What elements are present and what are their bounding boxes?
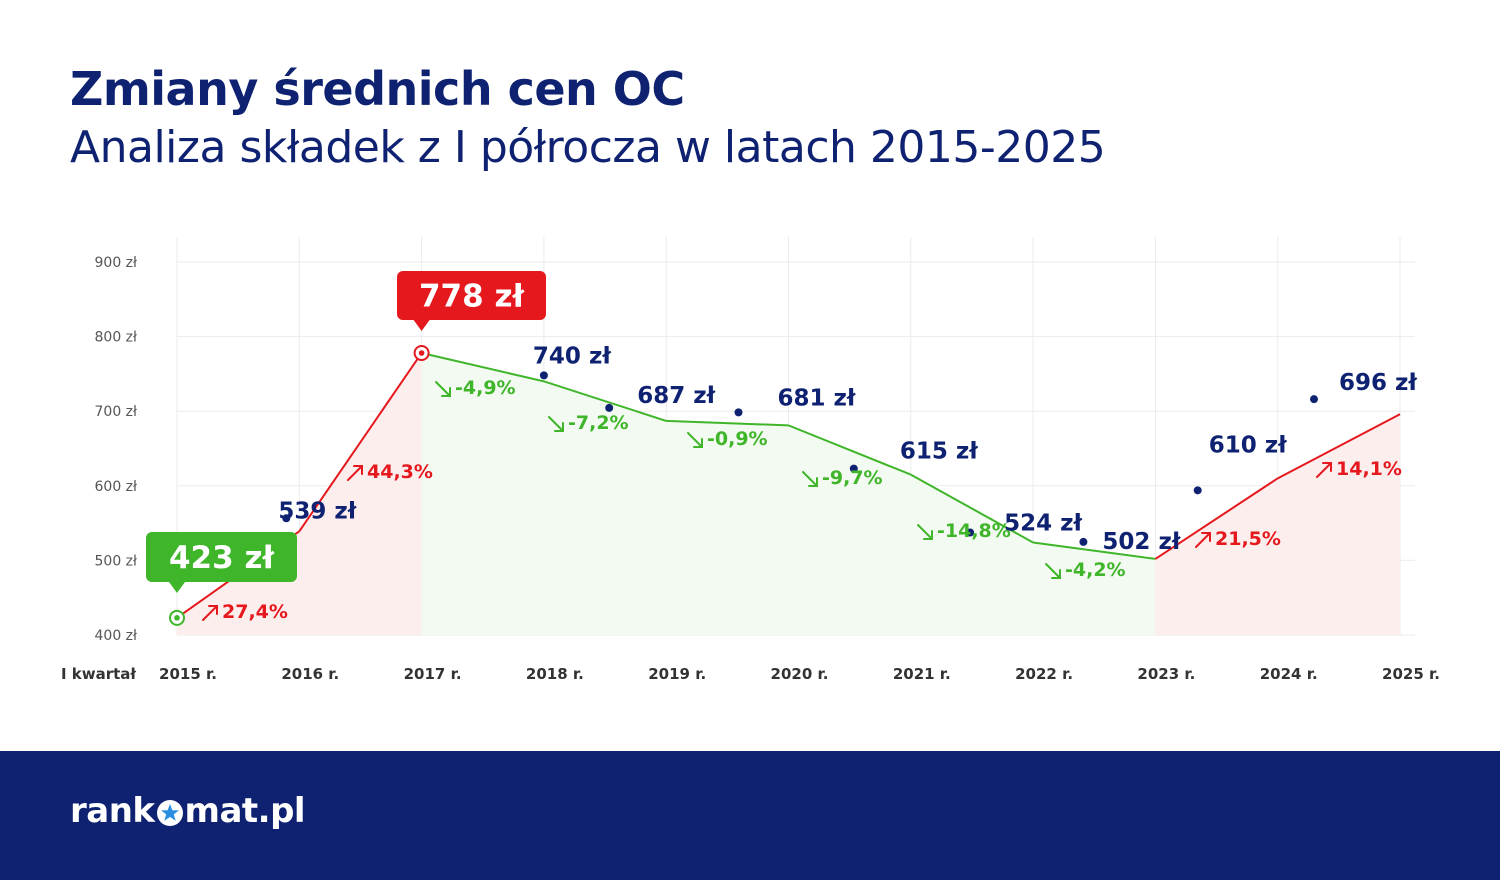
min-value-callout-label: 423 zł — [169, 540, 276, 576]
x-tick-label: 2015 r. — [159, 665, 217, 683]
max-value-callout-pointer — [413, 320, 430, 331]
data-point-dot — [282, 514, 291, 523]
y-tick-label: 400 zł — [95, 628, 138, 644]
series-line-segment — [1154, 477, 1279, 560]
arrow-down-right-icon — [802, 471, 818, 487]
data-point-dot — [966, 528, 975, 537]
segment-area-fill — [1277, 414, 1400, 635]
arrow-up-right-icon — [202, 605, 218, 621]
percent-change-label: -4,9% — [455, 377, 516, 399]
series-line-segment — [543, 380, 667, 422]
data-value-label: 524 zł — [1004, 510, 1082, 536]
rankomat-logo[interactable]: rank mat.pl — [70, 791, 306, 831]
x-tick-label: 2017 r. — [404, 665, 462, 683]
data-value-label: 610 zł — [1209, 432, 1287, 458]
segment-area-fill — [299, 353, 422, 635]
percent-change-label: 44,3% — [367, 461, 433, 483]
max-value-callout-label: 778 zł — [419, 279, 526, 315]
series-line-segment — [788, 424, 912, 476]
x-tick-label: 2023 r. — [1137, 665, 1195, 683]
segment-area-fill — [666, 420, 789, 635]
x-tick-label: 2020 r. — [771, 665, 829, 683]
data-value-label: 615 zł — [900, 439, 978, 465]
data-value-label: 502 zł — [1102, 529, 1180, 555]
y-tick-label: 600 zł — [95, 479, 138, 495]
arrow-up-right-icon — [347, 465, 363, 481]
percent-change-label: -9,7% — [822, 467, 883, 489]
percent-change-label: -0,9% — [707, 428, 768, 450]
arrow-down-right-icon — [548, 416, 564, 432]
max-value-callout-box — [397, 271, 546, 320]
data-value-label: 740 zł — [533, 343, 611, 369]
star-icon — [156, 800, 183, 826]
min-value-callout-box — [146, 532, 297, 582]
percent-change-label: 14,1% — [1336, 458, 1402, 480]
y-tick-label: 900 zł — [95, 255, 138, 271]
arrow-down-right-icon — [435, 381, 451, 397]
x-tick-label: 2022 r. — [1015, 665, 1073, 683]
segment-area-fill — [1155, 478, 1278, 635]
highlight-point-dot — [418, 350, 425, 356]
logo-text-left: rank — [70, 791, 155, 831]
series-line-segment — [910, 473, 1034, 544]
percent-change-label: 27,4% — [222, 601, 288, 623]
series-line-segment — [1277, 413, 1401, 480]
arrow-up-right-icon — [1316, 462, 1332, 478]
arrow-down-right-icon — [917, 524, 933, 540]
x-axis-label: I kwartał — [61, 665, 136, 683]
highlight-point-dot — [174, 615, 180, 621]
y-tick-label: 700 zł — [95, 404, 138, 420]
data-point-dot — [1079, 537, 1088, 546]
data-value-label: 539 zł — [278, 498, 356, 524]
segment-area-fill — [788, 425, 911, 635]
series-line-segment — [666, 419, 789, 427]
percent-change-label: -14,8% — [937, 520, 1011, 542]
arrow-up-right-icon — [1195, 532, 1211, 548]
data-point-dot — [1310, 395, 1318, 404]
footer-bar: rank mat.pl — [0, 751, 1500, 880]
percent-change-label: -7,2% — [568, 412, 629, 434]
arrow-down-right-icon — [687, 432, 703, 448]
arrow-down-right-icon — [1045, 563, 1061, 579]
data-point-dot — [1193, 486, 1202, 495]
min-value-callout-pointer — [169, 582, 185, 593]
data-point-dot — [734, 408, 743, 417]
x-tick-label: 2016 r. — [281, 665, 339, 683]
segment-area-fill — [910, 474, 1034, 635]
y-tick-label: 800 zł — [95, 330, 138, 346]
series-line-segment — [1032, 541, 1156, 560]
chart-title: Zmiany średnich cen OC — [70, 62, 685, 116]
segment-area-fill — [1033, 542, 1156, 635]
x-tick-label: 2018 r. — [526, 665, 584, 683]
data-point-dot — [605, 403, 614, 412]
y-tick-label: 500 zł — [95, 553, 138, 569]
series-line-segment — [421, 352, 545, 383]
data-value-label: 696 zł — [1339, 370, 1417, 396]
data-value-label: 681 zł — [778, 385, 856, 411]
series-line-segment — [298, 352, 423, 532]
percent-change-label: -4,2% — [1065, 559, 1126, 581]
segment-area-fill — [421, 353, 544, 635]
logo-text-right: mat.pl — [184, 791, 306, 831]
percent-change-label: 21,5% — [1215, 528, 1281, 550]
data-value-label: 687 zł — [637, 383, 715, 409]
x-tick-label: 2024 r. — [1260, 665, 1318, 683]
x-tick-label: 2021 r. — [893, 665, 951, 683]
price-line-chart: 400 zł 500 zł 600 zł 700 zł 800 zł 900 zł I kw… — [61, 237, 1440, 683]
data-point-dot — [539, 371, 548, 380]
x-tick-label: 2019 r. — [648, 665, 706, 683]
segment-area-fill — [543, 381, 667, 635]
data-point-dot — [849, 464, 858, 473]
x-tick-label: 2025 r. — [1382, 665, 1440, 683]
chart-subtitle: Analiza składek z I półrocza w latach 20… — [70, 122, 1106, 173]
